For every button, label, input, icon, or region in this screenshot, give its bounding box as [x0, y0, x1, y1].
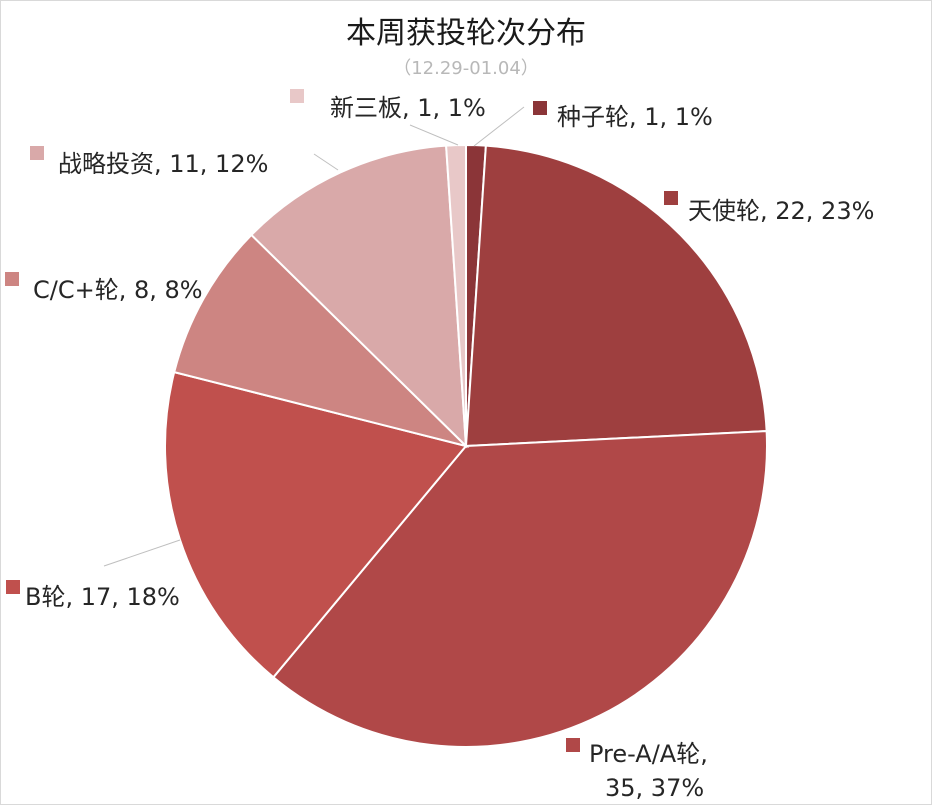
- leader-line: [313, 153, 339, 171]
- data-label: 天使轮, 22, 23%: [688, 197, 874, 225]
- leader-line: [473, 106, 525, 147]
- legend-key-swatch: [30, 146, 44, 160]
- legend-key-swatch: [5, 272, 19, 286]
- data-label: 新三板, 1, 1%: [330, 94, 486, 122]
- data-label: B轮, 17, 18%: [25, 583, 180, 611]
- data-label: Pre-A/A轮,: [589, 740, 708, 768]
- data-label: 战略投资, 11, 12%: [58, 150, 268, 178]
- pie-slice: [445, 143, 467, 447]
- pie-slice: [271, 430, 768, 748]
- pie-slice: [464, 144, 768, 448]
- legend-key-swatch: [664, 191, 678, 205]
- chart-subtitle: （12.29-01.04）: [393, 58, 539, 79]
- leader-line: [103, 539, 181, 567]
- chart-title: 本周获投轮次分布: [346, 16, 586, 51]
- legend-key-swatch: [6, 580, 20, 594]
- legend-key-swatch: [290, 89, 304, 103]
- pie-slice: [172, 233, 470, 448]
- data-label: 种子轮, 1, 1%: [557, 103, 713, 131]
- pie-slice: [249, 144, 468, 449]
- leader-line: [409, 124, 459, 146]
- data-label: C/C+轮, 8, 8%: [33, 276, 203, 304]
- legend-key-swatch: [533, 101, 547, 115]
- legend-key-swatch: [566, 738, 580, 752]
- pie-slice: [164, 370, 468, 679]
- data-label-line2: 35, 37%: [605, 774, 704, 802]
